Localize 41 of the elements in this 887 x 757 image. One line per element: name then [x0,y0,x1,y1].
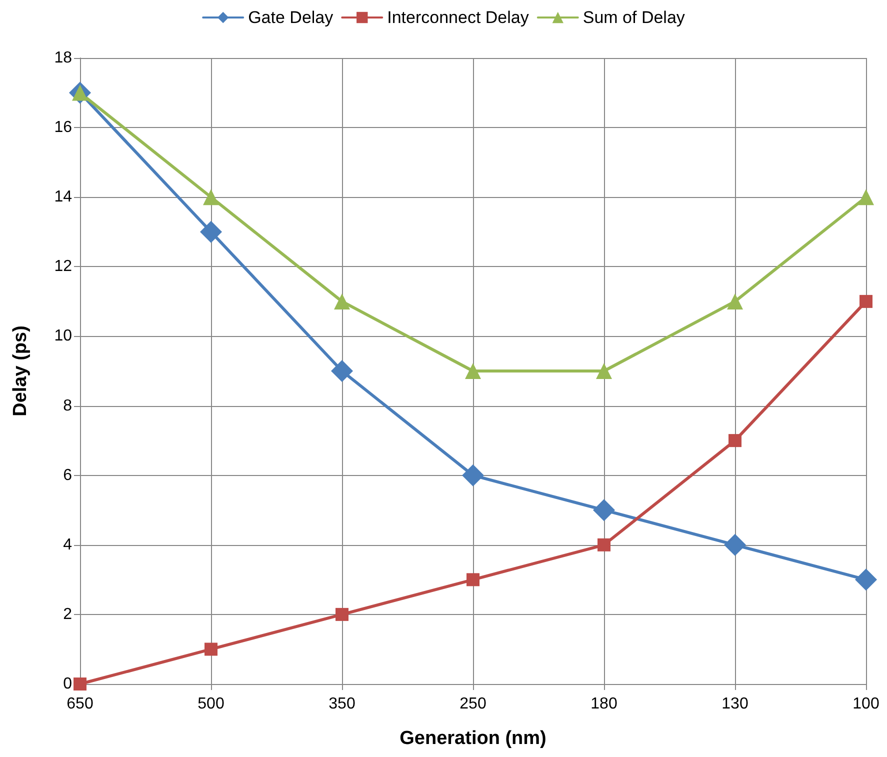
point [334,293,350,310]
point [74,678,86,690]
y-tick-label: 14 [54,188,72,206]
point [204,642,218,656]
y-tick-label: 10 [54,328,72,345]
point [858,189,874,206]
x-tick-label: 100 [852,696,880,712]
point [465,363,481,379]
point [728,434,742,448]
x-axis-title: Generation (nm) [400,728,546,749]
x-tick-label: 350 [328,696,356,712]
point [462,464,484,486]
legend-label: Interconnect Delay [387,8,530,27]
y-tick-label: 0 [63,676,72,692]
point [860,294,872,308]
point [331,360,353,382]
x-tick-label: 180 [590,696,618,712]
y-tick-label: 8 [63,397,72,414]
x-tick-label: 650 [66,696,94,712]
x-tick-label: 130 [722,696,748,712]
y-tick-label: 16 [54,119,72,136]
x-tick-label: 250 [460,696,486,712]
y-tick-label: 4 [63,536,72,554]
point [200,220,222,243]
point [598,538,610,552]
y-tick-label: 18 [54,50,72,66]
x-tick-label: 500 [198,696,224,712]
legend-label: Sum of Delay [582,8,686,27]
point [727,293,743,310]
y-tick-label: 6 [63,466,72,484]
point [855,568,877,591]
y-axis-title: Delay (ps) [10,326,31,416]
y-tick-label: 12 [54,258,72,276]
point [336,608,348,621]
point [593,499,615,522]
legend-label: Gate Delay [248,8,334,27]
point [203,189,219,206]
point [466,573,480,586]
point [596,363,612,379]
point [724,534,746,556]
y-tick-label: 2 [63,606,72,623]
